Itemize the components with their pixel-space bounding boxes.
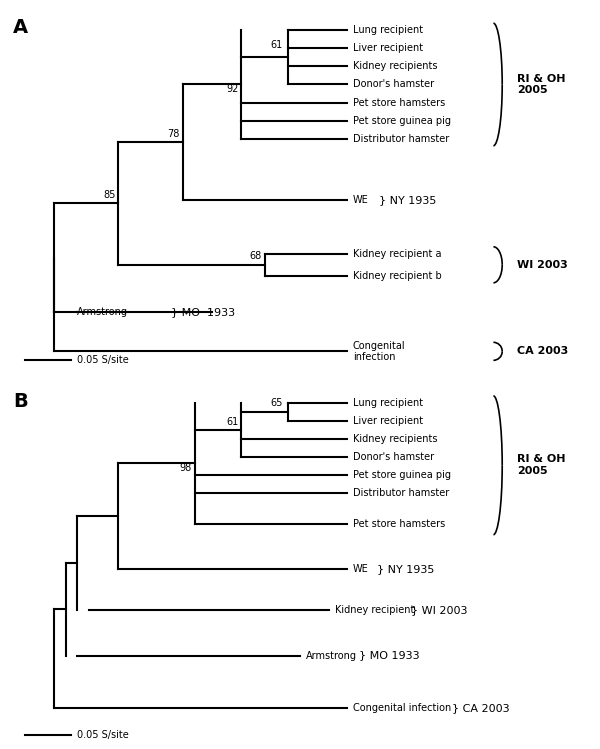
Text: Kidney recipients: Kidney recipients [353,61,437,71]
Text: Congenital
infection: Congenital infection [353,341,406,362]
Text: CA 2003: CA 2003 [517,346,568,357]
Text: 61: 61 [270,40,283,50]
Text: Liver recipient: Liver recipient [353,416,423,426]
Text: Donor's hamster: Donor's hamster [353,79,434,89]
Text: 0.05 S/site: 0.05 S/site [77,730,129,740]
Text: Pet store hamsters: Pet store hamsters [353,97,445,108]
Text: Pet store guinea pig: Pet store guinea pig [353,470,451,480]
Text: Kidney recipients: Kidney recipients [353,434,437,444]
Text: } WI 2003: } WI 2003 [412,605,468,616]
Text: RI & OH
2005: RI & OH 2005 [517,455,565,476]
Text: Lung recipient: Lung recipient [353,398,423,408]
Text: 85: 85 [103,189,115,200]
Text: Pet store hamsters: Pet store hamsters [353,519,445,529]
Text: Pet store guinea pig: Pet store guinea pig [353,115,451,126]
Text: Kidney recipient a: Kidney recipient a [353,249,441,259]
Text: } CA 2003: } CA 2003 [452,703,510,713]
Text: Armstrong: Armstrong [306,651,357,661]
Text: Distributor hamster: Distributor hamster [353,488,449,498]
Text: 65: 65 [270,398,283,408]
Text: Kidney recipient b: Kidney recipient b [353,270,442,281]
Text: Armstrong: Armstrong [77,306,128,317]
Text: 98: 98 [179,464,191,473]
Text: B: B [13,392,28,411]
Text: Distributor hamster: Distributor hamster [353,133,449,144]
Text: } NY 1935: } NY 1935 [377,564,435,574]
Text: 61: 61 [226,416,238,426]
Text: RI & OH
2005: RI & OH 2005 [517,73,565,95]
Text: Liver recipient: Liver recipient [353,43,423,53]
Text: WE: WE [353,195,368,205]
Text: A: A [13,18,28,37]
Text: } NY 1935: } NY 1935 [379,195,437,205]
Text: Lung recipient: Lung recipient [353,25,423,35]
Text: 68: 68 [250,251,262,261]
Text: Congenital infection: Congenital infection [353,703,451,713]
Text: } MO  1933: } MO 1933 [171,306,235,317]
Text: } MO 1933: } MO 1933 [359,651,419,661]
Text: Kidney recipient: Kidney recipient [335,605,415,616]
Text: 92: 92 [226,85,238,94]
Text: WI 2003: WI 2003 [517,260,568,270]
Text: 78: 78 [167,129,180,139]
Text: Donor's hamster: Donor's hamster [353,452,434,462]
Text: WE: WE [353,564,368,574]
Text: 0.05 S/site: 0.05 S/site [77,355,129,366]
